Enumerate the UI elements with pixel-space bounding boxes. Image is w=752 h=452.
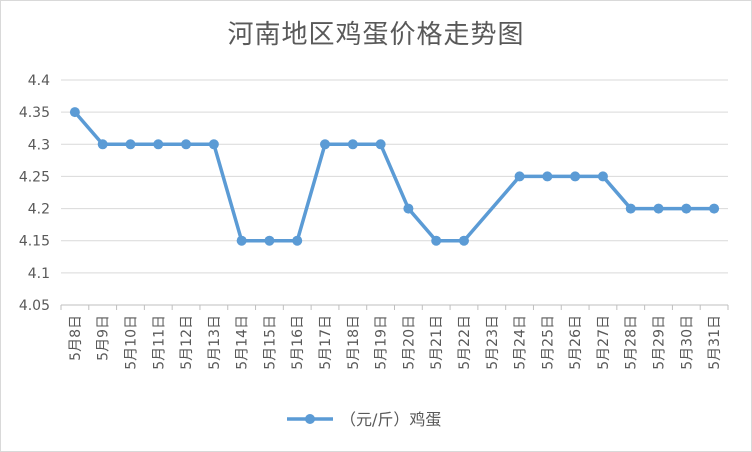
x-tick-label: 5月28日 bbox=[624, 315, 640, 370]
x-tick-label: 5月29日 bbox=[652, 315, 668, 370]
gridlines bbox=[61, 79, 728, 274]
x-tick-label: 5月20日 bbox=[401, 315, 417, 370]
x-tick-label: 5月10日 bbox=[123, 315, 139, 370]
data-point bbox=[653, 203, 664, 214]
data-point bbox=[431, 235, 442, 246]
x-tick-label: 5月12日 bbox=[179, 315, 195, 370]
x-axis bbox=[60, 304, 729, 310]
data-point bbox=[625, 203, 636, 214]
data-point bbox=[709, 203, 720, 214]
x-tick-label: 5月23日 bbox=[485, 315, 501, 370]
data-point bbox=[570, 171, 581, 182]
data-point bbox=[320, 139, 331, 150]
data-point bbox=[153, 139, 164, 150]
data-point bbox=[97, 139, 108, 150]
data-point bbox=[514, 171, 525, 182]
x-tick-label: 5月31日 bbox=[707, 315, 723, 370]
x-tick-label: 5月13日 bbox=[207, 315, 223, 370]
y-tick-label: 4.15 bbox=[19, 234, 50, 250]
data-point bbox=[264, 235, 275, 246]
chart-title: 河南地区鸡蛋价格走势图 bbox=[227, 20, 525, 50]
x-tick-label: 5月19日 bbox=[374, 315, 390, 370]
data-point bbox=[181, 139, 192, 150]
data-point bbox=[458, 235, 469, 246]
legend: （元/斤）鸡蛋 bbox=[287, 410, 441, 429]
y-tick-label: 4.25 bbox=[19, 169, 50, 185]
data-point bbox=[375, 139, 386, 150]
y-tick-label: 4.3 bbox=[28, 137, 50, 153]
x-tick-label: 5月30日 bbox=[679, 315, 695, 370]
x-tick-label: 5月16日 bbox=[290, 315, 306, 370]
x-tick-label: 5月17日 bbox=[318, 315, 334, 370]
y-tick-label: 4.1 bbox=[28, 266, 50, 282]
y-tick-label: 4.4 bbox=[28, 73, 50, 89]
x-tick-label: 5月18日 bbox=[346, 315, 362, 370]
x-tick-label: 5月27日 bbox=[596, 315, 612, 370]
y-tick-labels: 4.05 4.1 4.15 4.2 4.25 4.3 4.35 4.4 bbox=[19, 73, 50, 314]
y-tick-label: 4.05 bbox=[19, 298, 50, 314]
y-tick-label: 4.2 bbox=[28, 202, 50, 218]
x-tick-label: 5月15日 bbox=[262, 315, 278, 370]
x-tick-label: 5月14日 bbox=[235, 315, 251, 370]
y-tick-label: 4.35 bbox=[19, 105, 50, 121]
data-point bbox=[347, 139, 358, 150]
data-point bbox=[125, 139, 136, 150]
x-tick-labels: 5月8日 5月9日 5月10日 5月11日 5月12日 5月13日 5月14日 5月15日 5月… bbox=[68, 315, 723, 370]
data-point bbox=[208, 139, 219, 150]
x-tick-label: 5月22日 bbox=[457, 315, 473, 370]
data-point bbox=[69, 107, 80, 118]
x-tick-label: 5月21日 bbox=[429, 315, 445, 370]
data-point bbox=[681, 203, 692, 214]
x-tick-label: 5月25日 bbox=[540, 315, 556, 370]
x-tick-label: 5月9日 bbox=[96, 315, 112, 361]
x-tick-label: 5月11日 bbox=[151, 315, 167, 370]
x-tick-label: 5月8日 bbox=[68, 315, 84, 361]
legend-label: （元/斤）鸡蛋 bbox=[340, 410, 441, 429]
legend-point-marker bbox=[305, 414, 315, 424]
data-point bbox=[292, 235, 303, 246]
x-tick-label: 5月24日 bbox=[513, 315, 529, 370]
data-point bbox=[597, 171, 608, 182]
data-point bbox=[542, 171, 553, 182]
data-point bbox=[403, 203, 414, 214]
data-point bbox=[236, 235, 247, 246]
series-layer bbox=[69, 107, 720, 246]
x-tick-label: 5月26日 bbox=[568, 315, 584, 370]
